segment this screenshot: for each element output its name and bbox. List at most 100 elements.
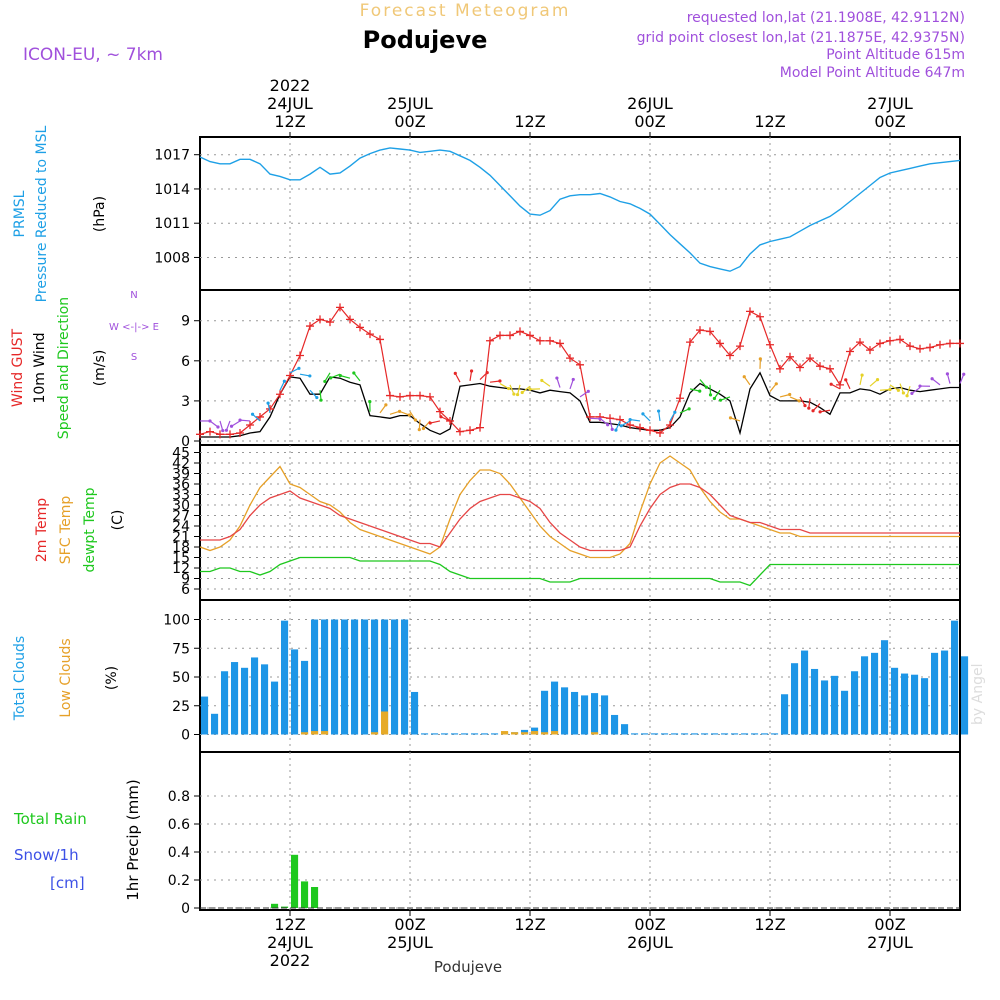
temperature-ytick-label: 21: [172, 530, 190, 546]
gust-marker: [196, 430, 204, 439]
wind-direction-arrow: [630, 418, 641, 422]
wind-direction-arrowhead: [797, 399, 801, 403]
wind-direction-arrowhead: [586, 389, 590, 393]
temperature-ytick-label: 45: [172, 446, 190, 462]
total-cloud-bar: [921, 678, 929, 735]
clouds-ytick-label: 0: [181, 728, 190, 744]
watermark: by Angel: [970, 664, 986, 725]
gust-marker: [706, 327, 714, 336]
total-cloud-bar: [551, 681, 559, 735]
wind-direction-arrow: [720, 396, 731, 401]
bottom-time-label: 26JUL: [627, 933, 673, 952]
gust-marker: [226, 430, 234, 439]
wind-speed-line: [200, 371, 960, 438]
gust-marker: [836, 380, 844, 389]
temperature-ytick-label: 12: [172, 561, 190, 577]
total-cloud-bar: [631, 733, 639, 735]
gust-marker: [626, 420, 634, 429]
wind-direction-arrow: [879, 388, 891, 391]
wind-direction-arrow: [820, 409, 831, 413]
gust-marker: [336, 303, 344, 312]
top-time-label: 12Z: [754, 112, 785, 131]
gust-marker: [216, 430, 224, 439]
wind-label-2: 10m Wind: [32, 332, 48, 403]
wind-direction-arrowhead: [282, 379, 286, 383]
gust-marker: [556, 339, 564, 348]
total-cloud-bar: [591, 693, 599, 735]
temp-label-2: SFC Temp: [58, 496, 74, 565]
total-cloud-bar: [341, 619, 349, 735]
gust-marker: [466, 426, 474, 435]
rain-bar: [281, 906, 289, 908]
gust-marker: [276, 390, 284, 399]
gust-marker: [506, 331, 514, 340]
gust-marker: [476, 423, 484, 432]
total-cloud-bar: [951, 620, 959, 735]
wind-direction-arrowhead: [250, 412, 255, 416]
wind-direction-arrow: [869, 379, 878, 387]
wind-direction-arrowhead: [384, 403, 388, 407]
wind-direction-arrowhead: [930, 377, 934, 381]
gust-marker: [656, 428, 664, 437]
total-cloud-bar: [911, 674, 919, 735]
wind-direction-arrow: [679, 408, 690, 414]
temperature-ytick-label: 27: [172, 509, 190, 525]
pressure-unit: (hPa): [92, 196, 108, 232]
gust-marker: [386, 391, 394, 400]
wind-direction-arrowhead: [498, 379, 502, 383]
low-cloud-bar: [311, 731, 319, 735]
gust-marker: [366, 330, 374, 339]
gust-marker: [826, 364, 834, 373]
precip-ytick-label: 0: [181, 901, 190, 917]
wind-direction-arrow: [859, 374, 863, 386]
clouds-ytick-label: 100: [163, 613, 190, 629]
gust-marker: [396, 392, 404, 401]
total-cloud-bar: [441, 733, 449, 735]
footer-location: Podujeve: [434, 958, 502, 976]
bottom-time-label: 27JUL: [867, 933, 913, 952]
wind-direction-arrowhead: [610, 427, 614, 431]
gust-marker: [736, 342, 744, 351]
total-cloud-bar: [761, 733, 769, 735]
total-cloud-bar: [301, 660, 309, 735]
temp-label-3: dewpt Temp: [82, 487, 98, 572]
wind-direction-arrow: [299, 373, 310, 377]
wind-direction-arrowhead: [507, 386, 511, 391]
wind-direction-arrowhead: [742, 375, 746, 379]
cloud-label-2: Low Clouds: [58, 638, 74, 717]
wind-direction-arrow: [499, 383, 509, 390]
bottom-time-label: 2022: [270, 951, 311, 970]
low-cloud-bar: [321, 731, 329, 735]
temperature-ytick-label: 18: [172, 540, 190, 556]
gust-marker: [926, 343, 934, 352]
wind-direction-arrowhead: [417, 428, 421, 432]
cloud-unit: (%): [104, 666, 120, 690]
rain-bar: [311, 887, 319, 908]
wind-direction-arrow: [769, 383, 777, 392]
wind-direction-arrow: [845, 379, 851, 390]
requested-coords: requested lon,lat (21.1908E, 42.9112N): [687, 10, 965, 26]
gust-marker: [546, 336, 554, 345]
temperature-ytick-label: 36: [172, 477, 190, 493]
total-cloud-bar: [391, 619, 399, 735]
top-time-label: 2022: [270, 76, 311, 95]
bottom-time-label: 00Z: [634, 915, 665, 934]
total-cloud-bar: [281, 620, 289, 735]
temperature-ytick-label: 24: [172, 519, 190, 535]
wind-direction-arrow: [225, 420, 231, 431]
wind-ytick-label: 3: [181, 394, 190, 410]
temp-unit: (C): [110, 510, 126, 531]
wind-direction-arrow: [379, 404, 387, 414]
wind-direction-arrowhead: [413, 418, 418, 422]
wind-label-3: Speed and Direction: [56, 297, 72, 439]
wind-direction-arrowhead: [718, 398, 723, 402]
total-cloud-bar: [821, 680, 829, 735]
wind-direction-arrow: [267, 403, 271, 414]
wind-direction-arrow: [418, 419, 421, 430]
wind-direction-arrowhead: [811, 409, 815, 413]
sfc-temp-line: [199, 455, 960, 559]
gust-marker: [236, 428, 244, 437]
total-cloud-bar: [481, 733, 489, 735]
total-cloud-bar: [321, 619, 329, 735]
